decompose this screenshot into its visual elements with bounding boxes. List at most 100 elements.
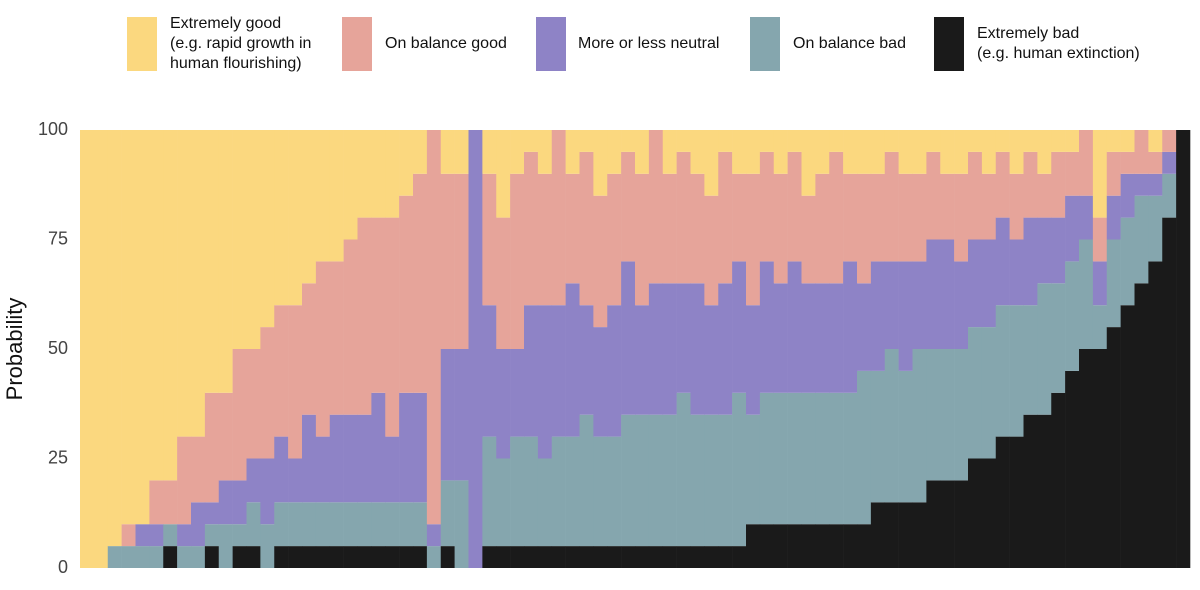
bar-segment	[385, 130, 400, 218]
bar-segment	[1134, 173, 1149, 196]
bar-segment	[149, 130, 164, 481]
bar-segment	[1134, 283, 1149, 568]
bar-segment	[635, 173, 650, 306]
bar-segment	[898, 370, 913, 503]
bar-segment	[1023, 130, 1038, 152]
bar-segment	[732, 392, 747, 547]
bar-segment	[440, 130, 455, 174]
bar-segment	[787, 392, 802, 525]
bar-segment	[995, 217, 1010, 306]
y-tick-label: 75	[48, 228, 68, 248]
bar-segment	[357, 546, 372, 568]
bar-segment	[371, 130, 386, 218]
bar-segment	[593, 327, 608, 437]
bar-segment	[385, 502, 400, 547]
bar-segment	[246, 349, 261, 459]
bar-segment	[662, 130, 677, 174]
bar-segment	[676, 130, 691, 152]
bar-segment	[302, 502, 317, 547]
bar-segment	[1037, 414, 1052, 568]
bar-segment	[315, 502, 331, 547]
bar-segment	[746, 173, 761, 306]
bar-segment	[773, 173, 788, 284]
bar-segment	[690, 546, 705, 568]
bar-segment	[940, 130, 955, 174]
bar-segment	[648, 130, 664, 284]
bar-segment	[968, 239, 983, 328]
bar-segment	[413, 130, 428, 174]
bar-segment	[884, 261, 899, 349]
bar-segment	[218, 524, 233, 568]
bar-segment	[773, 524, 788, 568]
bar-segment	[635, 546, 650, 568]
bar-segment	[968, 151, 983, 240]
y-tick-label: 50	[48, 338, 68, 358]
bar-segment	[690, 130, 705, 174]
bar-segment	[232, 546, 247, 568]
bar-segment	[857, 283, 872, 371]
bar-segment	[607, 130, 622, 174]
bar-segment	[1148, 173, 1163, 196]
bar-segment	[107, 130, 122, 547]
bar-segment	[1009, 305, 1024, 437]
bar-segment	[593, 195, 608, 328]
bar-segment	[843, 130, 858, 174]
bar-segment	[829, 130, 844, 152]
bar-segment	[1037, 217, 1052, 284]
bar-segment	[343, 414, 358, 503]
bar-segment	[593, 546, 608, 568]
y-axis-label: Probability	[2, 298, 27, 401]
bar-segment	[718, 130, 733, 152]
bar-segment	[1106, 239, 1121, 328]
bar-segment	[288, 305, 303, 459]
bar-segment	[204, 392, 220, 503]
bar-segment	[440, 546, 455, 568]
bar-segment	[426, 524, 442, 547]
bar-segment	[746, 414, 761, 525]
bar-segment	[607, 173, 622, 306]
bar-segment	[662, 283, 677, 415]
bar-segment	[107, 546, 122, 568]
bar-segment	[191, 502, 206, 547]
bar-segment	[954, 480, 969, 568]
bar-segment	[302, 414, 317, 503]
bar-segment	[274, 546, 289, 568]
bar-segment	[579, 414, 594, 547]
bar-segment	[621, 130, 636, 152]
bar-segment	[662, 173, 677, 284]
bar-segment	[648, 283, 664, 415]
bar-segment	[177, 524, 192, 547]
bar-segment	[898, 130, 913, 174]
bar-segment	[843, 524, 858, 568]
bar-segment	[801, 195, 816, 284]
bar-segment	[829, 283, 844, 393]
bar-segment	[191, 436, 206, 503]
bar-segment	[1065, 130, 1080, 152]
bar-segment	[1106, 327, 1121, 568]
bar-segment	[565, 436, 580, 547]
bar-segment	[968, 458, 983, 568]
bar-segment	[1162, 217, 1177, 568]
bar-segment	[884, 349, 899, 503]
legend-label: More or less neutral	[578, 35, 720, 52]
bar-segment	[537, 173, 553, 306]
bar-segment	[204, 524, 220, 547]
bar-segment	[482, 130, 497, 174]
bar-segment	[898, 502, 913, 568]
bar-segment	[329, 130, 344, 262]
bar-segment	[177, 436, 192, 525]
bar-segment	[648, 414, 664, 547]
bar-segment	[218, 130, 233, 393]
bar-segment	[704, 546, 719, 568]
bar-segment	[815, 130, 830, 174]
bar-segment	[662, 414, 677, 547]
bar-segment	[121, 524, 136, 547]
bar-segment	[773, 130, 788, 174]
bar-segment	[1134, 195, 1149, 284]
bar-segment	[968, 130, 983, 152]
bar-segment	[926, 349, 941, 481]
bar-segment	[676, 151, 691, 284]
bar-segment	[413, 173, 428, 393]
bar-segment	[246, 130, 261, 349]
bar-segment	[995, 151, 1010, 218]
